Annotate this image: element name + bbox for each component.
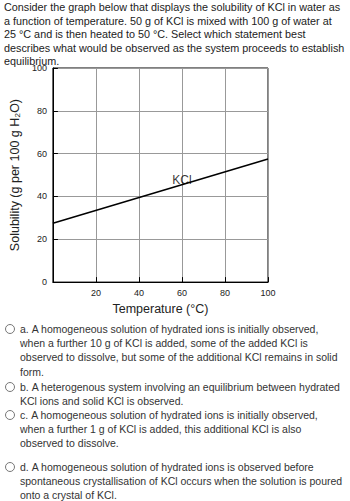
svg-text:0: 0 — [42, 277, 47, 287]
svg-text:80: 80 — [220, 288, 230, 298]
svg-text:60: 60 — [37, 149, 47, 159]
svg-text:20: 20 — [91, 288, 101, 298]
svg-text:40: 40 — [134, 288, 144, 298]
svg-text:40: 40 — [37, 191, 47, 201]
svg-text:Temperature (°C): Temperature (°C) — [112, 302, 208, 316]
svg-text:60: 60 — [177, 288, 187, 298]
svg-text:Solubility (g per 100 g H₂O): Solubility (g per 100 g H₂O) — [8, 99, 22, 251]
svg-text:100: 100 — [260, 288, 275, 298]
svg-text:100: 100 — [32, 63, 47, 73]
svg-text:20: 20 — [37, 234, 47, 244]
svg-text:80: 80 — [37, 106, 47, 116]
